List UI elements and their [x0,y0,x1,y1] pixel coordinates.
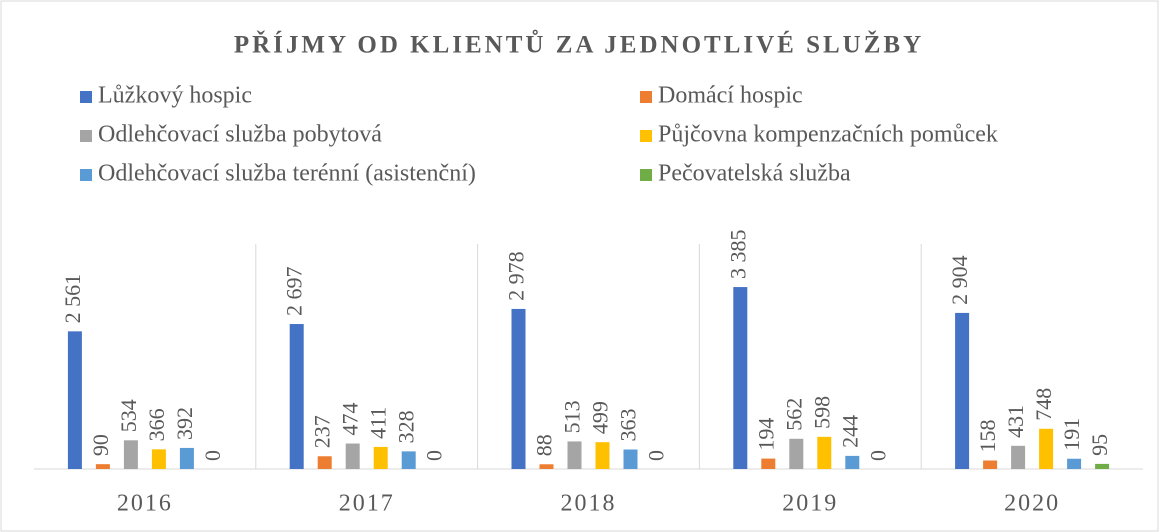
data-label: 411 [366,407,391,439]
legend-swatch [80,169,92,181]
data-label: 191 [1059,418,1084,451]
bar [179,447,194,469]
data-label: 2 978 [504,251,529,301]
data-label: 328 [394,410,419,443]
bar [567,441,582,469]
x-tick-label: 2020 [1004,491,1060,517]
data-label: 431 [1003,405,1028,438]
bar [317,456,332,469]
bar [789,438,804,469]
bar [1011,445,1026,469]
data-label: 0 [865,450,890,461]
bar [955,312,970,469]
data-label: 158 [975,420,1000,453]
legend-label: Domácí hospic [658,83,803,109]
data-label: 194 [753,418,778,451]
bar [983,460,998,469]
bar [1067,458,1082,469]
legend-swatch [640,169,652,181]
legend-label: Lůžkový hospic [98,83,252,109]
data-label: 90 [88,434,113,456]
chart-title: PŘÍJMY OD KLIENTŮ ZA JEDNOTLIVÉ SLUŽBY [234,29,924,59]
bar [401,451,416,469]
legend-swatch [640,130,652,142]
data-label: 363 [616,408,641,441]
bar [1039,428,1054,469]
data-label: 513 [560,400,585,433]
bar [151,449,166,469]
bar [539,464,554,469]
data-label: 534 [116,399,141,432]
bar [595,442,610,469]
data-label: 88 [532,434,557,456]
x-tick-label: 2018 [561,491,617,517]
bar [373,446,388,469]
bar [817,436,832,469]
data-label: 366 [144,408,169,441]
legend-label: Pečovatelská služba [658,161,851,187]
data-label: 3 385 [725,230,750,280]
data-label: 499 [588,401,613,434]
legend-swatch [80,130,92,142]
bar [289,324,304,469]
x-tick-label: 2019 [782,491,838,517]
data-label: 2 561 [60,274,85,324]
bar [761,458,776,469]
bar [511,308,526,469]
legend-label: Odlehčovací služba pobytová [98,122,382,148]
bar [67,331,82,469]
legend-swatch [640,91,652,103]
x-tick-label: 2017 [339,491,395,517]
data-label: 0 [422,450,447,461]
data-label: 2 904 [947,255,972,305]
data-label: 392 [172,407,197,440]
bar [123,440,138,469]
bar [623,449,638,469]
bar [1095,463,1110,469]
data-label: 474 [338,403,363,436]
bar [345,443,360,469]
bar [733,287,748,469]
legend-label: Půjčovna kompenzačních pomůcek [658,122,998,148]
data-label: 244 [837,415,862,448]
data-label: 0 [644,450,669,461]
bar [95,464,110,469]
bar [845,455,860,469]
data-label: 0 [200,450,225,461]
x-tick-label: 2016 [117,491,173,517]
data-label: 95 [1087,434,1112,456]
legend-label: Odlehčovací služba terénní (asistenční) [98,161,476,187]
data-label: 562 [781,398,806,431]
data-label: 598 [809,396,834,429]
legend-swatch [80,91,92,103]
data-label: 748 [1031,388,1056,421]
data-label: 237 [310,415,335,448]
data-label: 2 697 [282,267,307,317]
